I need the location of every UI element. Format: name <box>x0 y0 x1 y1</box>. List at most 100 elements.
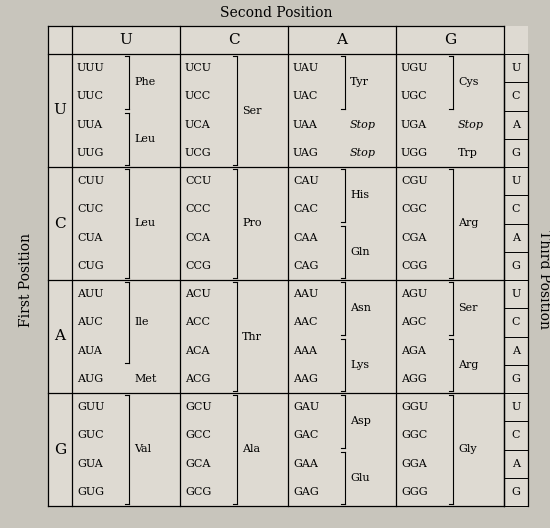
Text: CCU: CCU <box>185 176 211 186</box>
Text: UUA: UUA <box>77 120 103 130</box>
Text: AAC: AAC <box>293 317 317 327</box>
Text: CAG: CAG <box>293 261 318 271</box>
Text: GUG: GUG <box>77 487 104 497</box>
Text: G: G <box>444 33 456 47</box>
Text: AUC: AUC <box>77 317 103 327</box>
Text: U: U <box>119 33 133 47</box>
Text: GCG: GCG <box>185 487 211 497</box>
Text: A: A <box>337 33 348 47</box>
Text: A: A <box>512 346 520 356</box>
Text: AGC: AGC <box>401 317 426 327</box>
Text: A: A <box>54 329 65 344</box>
Text: CGA: CGA <box>401 233 426 243</box>
Text: G: G <box>512 261 520 271</box>
Text: UCG: UCG <box>185 148 212 158</box>
Text: AAU: AAU <box>293 289 318 299</box>
Text: UCC: UCC <box>185 91 211 101</box>
Text: GUA: GUA <box>77 459 103 469</box>
Text: C: C <box>512 430 520 440</box>
Text: AGU: AGU <box>401 289 427 299</box>
Text: C: C <box>512 204 520 214</box>
Text: Pro: Pro <box>242 219 262 229</box>
Text: U: U <box>512 289 521 299</box>
Text: GCC: GCC <box>185 430 211 440</box>
Text: C: C <box>54 216 66 231</box>
Text: ACG: ACG <box>185 374 210 384</box>
Text: U: U <box>512 63 521 73</box>
Text: Trp: Trp <box>458 148 478 158</box>
Text: First Position: First Position <box>19 233 33 327</box>
Text: Lys: Lys <box>350 360 369 370</box>
Text: UCU: UCU <box>185 63 212 73</box>
Text: Thr: Thr <box>242 332 262 342</box>
Text: UUU: UUU <box>77 63 104 73</box>
Text: CUG: CUG <box>77 261 103 271</box>
Text: ACA: ACA <box>185 346 210 356</box>
Text: UUG: UUG <box>77 148 104 158</box>
Text: Stop: Stop <box>350 148 376 158</box>
Text: GAC: GAC <box>293 430 318 440</box>
Text: GCU: GCU <box>185 402 212 412</box>
Bar <box>48 26 528 506</box>
Text: C: C <box>512 317 520 327</box>
Text: CUU: CUU <box>77 176 104 186</box>
Text: Phe: Phe <box>134 77 156 87</box>
Text: GUC: GUC <box>77 430 103 440</box>
Text: GUU: GUU <box>77 402 104 412</box>
Text: GAA: GAA <box>293 459 318 469</box>
Text: G: G <box>512 374 520 384</box>
Text: G: G <box>54 442 66 457</box>
Text: UUC: UUC <box>77 91 104 101</box>
Text: Glu: Glu <box>350 473 370 483</box>
Text: Ser: Ser <box>242 106 262 116</box>
Text: AUU: AUU <box>77 289 103 299</box>
Text: Cys: Cys <box>458 77 478 87</box>
Text: ACU: ACU <box>185 289 211 299</box>
Text: GAG: GAG <box>293 487 319 497</box>
Text: Leu: Leu <box>134 219 155 229</box>
Text: UAA: UAA <box>293 120 318 130</box>
Text: Ala: Ala <box>242 445 260 455</box>
Text: Ile: Ile <box>134 317 148 327</box>
Text: Asp: Asp <box>350 416 371 426</box>
Text: GGG: GGG <box>401 487 428 497</box>
Text: AUA: AUA <box>77 346 102 356</box>
Text: CUC: CUC <box>77 204 103 214</box>
Text: AUG: AUG <box>77 374 103 384</box>
Text: GAU: GAU <box>293 402 319 412</box>
Text: A: A <box>512 459 520 469</box>
Text: CUA: CUA <box>77 233 102 243</box>
Text: G: G <box>512 148 520 158</box>
Text: CGC: CGC <box>401 204 427 214</box>
Text: Second Position: Second Position <box>220 6 332 20</box>
Text: AAG: AAG <box>293 374 318 384</box>
Text: CAC: CAC <box>293 204 318 214</box>
Text: UAG: UAG <box>293 148 319 158</box>
Text: Third Position: Third Position <box>537 231 550 329</box>
Text: UGC: UGC <box>401 91 428 101</box>
Text: A: A <box>512 120 520 130</box>
Text: Gly: Gly <box>458 445 477 455</box>
Text: G: G <box>512 487 520 497</box>
Text: Leu: Leu <box>134 134 155 144</box>
Text: CAU: CAU <box>293 176 319 186</box>
Text: Arg: Arg <box>458 219 478 229</box>
Text: Gln: Gln <box>350 247 370 257</box>
Text: UAU: UAU <box>293 63 319 73</box>
Text: CGU: CGU <box>401 176 428 186</box>
Text: Arg: Arg <box>458 360 478 370</box>
Text: U: U <box>53 103 67 118</box>
Text: UCA: UCA <box>185 120 211 130</box>
Text: GGU: GGU <box>401 402 428 412</box>
Text: CGG: CGG <box>401 261 427 271</box>
Text: UAC: UAC <box>293 91 318 101</box>
Text: AAA: AAA <box>293 346 317 356</box>
Text: Met: Met <box>134 374 157 384</box>
Text: Asn: Asn <box>350 303 371 313</box>
Text: A: A <box>512 233 520 243</box>
Text: UGG: UGG <box>401 148 428 158</box>
Text: U: U <box>512 176 521 186</box>
Text: AGA: AGA <box>401 346 426 356</box>
Text: UGU: UGU <box>401 63 428 73</box>
Text: Stop: Stop <box>458 120 484 130</box>
